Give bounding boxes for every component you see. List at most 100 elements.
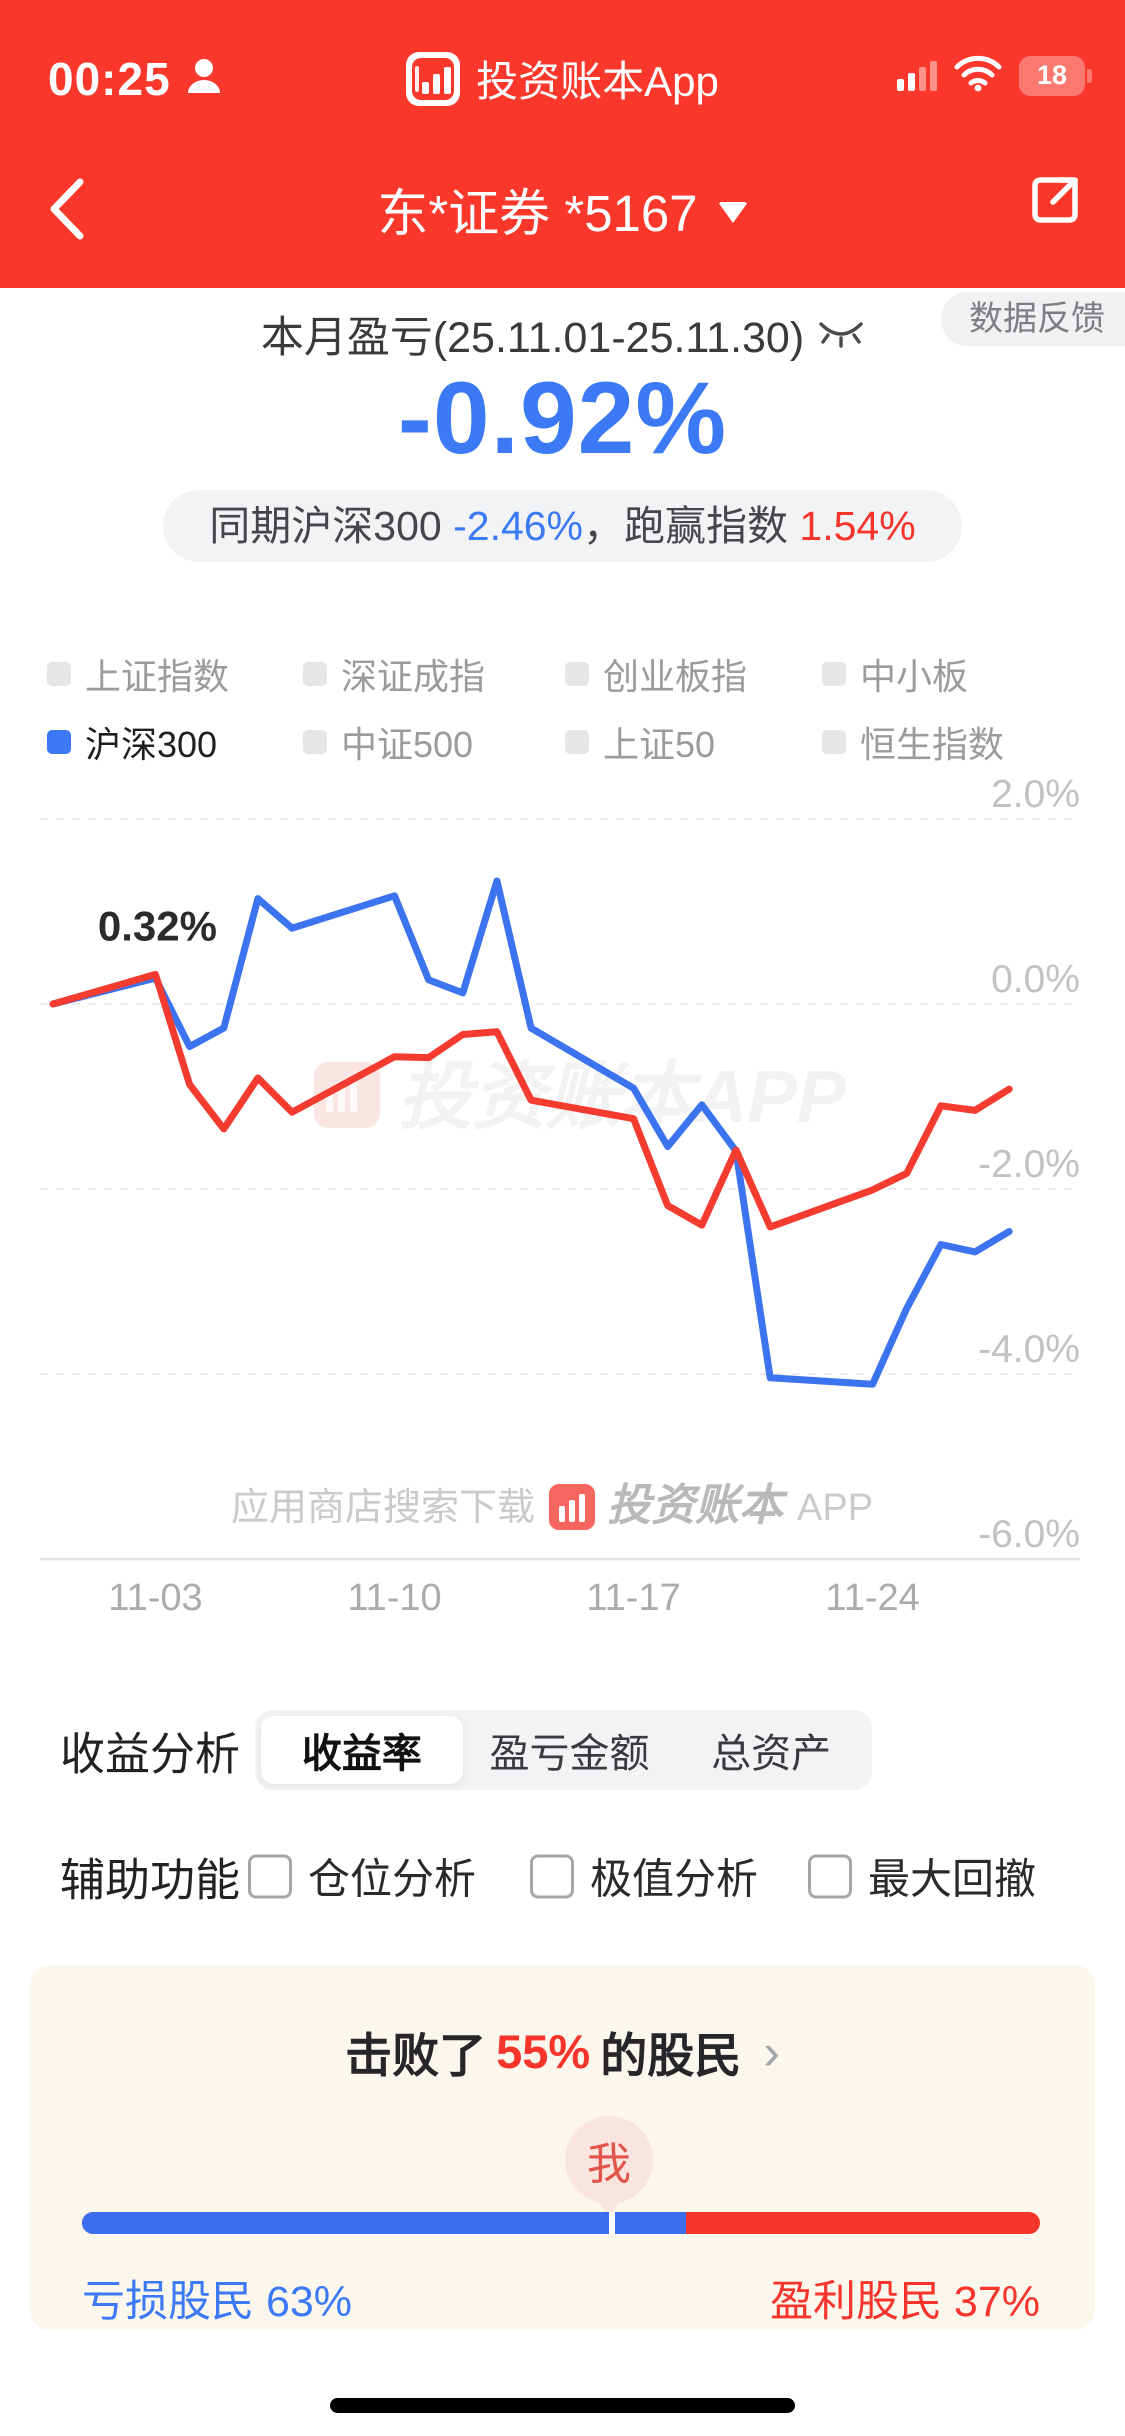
current-app-indicator[interactable]: 投资账本App (0, 48, 1125, 109)
svg-text:-6.0%: -6.0% (978, 1513, 1080, 1556)
svg-text:投资账本: 投资账本 (607, 1481, 789, 1530)
legend-item-chuangyeban[interactable]: 创业板指 (565, 648, 822, 700)
person-icon (187, 58, 221, 100)
svg-text:-2.0%: -2.0% (978, 1143, 1080, 1186)
svg-text:2.0%: 2.0% (991, 773, 1080, 816)
beat-title-suffix: 的股民 (600, 2029, 742, 2082)
legend-label: 深证成指 (341, 656, 486, 697)
my-position-bubble: 我 (564, 2116, 653, 2204)
my-position-marker: 我 (564, 2116, 653, 2220)
app-name: 投资账本App (476, 58, 719, 105)
percentile-bar: 我 (82, 2116, 1040, 2234)
period-title: 本月盈亏(25.11.01-25.11.30) (260, 314, 805, 362)
red-header-background (0, 0, 1125, 288)
svg-text:11-03: 11-03 (108, 1577, 202, 1619)
nav-bar: 东*证券 *5167 (0, 130, 1125, 288)
legend-swatch (565, 730, 589, 754)
wifi-icon (953, 54, 1003, 97)
legend-label: 上证50 (603, 724, 716, 765)
tab-profit-amount[interactable]: 盈亏金额 (489, 1732, 650, 1776)
loss-bar-segment (82, 2212, 686, 2234)
tab-total-assets[interactable]: 总资产 (711, 1732, 832, 1776)
legend-item-hengsheng[interactable]: 恒生指数 (822, 716, 1087, 768)
legend-label: 中证500 (341, 724, 474, 765)
legend-item-hushen300[interactable]: 沪深300 (47, 716, 303, 768)
loss-investors-label: 亏损股民 63% (82, 2278, 353, 2326)
checkbox-position-analysis[interactable]: 仓位分析 (248, 1846, 476, 1907)
checkbox-icon[interactable] (530, 1854, 574, 1898)
legend-label: 沪深300 (85, 724, 218, 765)
legend-swatch (565, 662, 589, 686)
svg-text:11-10: 11-10 (347, 1577, 441, 1619)
loss-win-bar (82, 2212, 1040, 2234)
aux-functions-row: 辅助功能 仓位分析 极值分析 最大回撤 (0, 1846, 1125, 1907)
checkbox-label: 极值分析 (590, 1855, 759, 1903)
beat-investors-card[interactable]: 击败了 55% 的股民 › 我 亏损股民 63% 盈利股民 37% (30, 1965, 1095, 2330)
checkbox-icon[interactable] (808, 1854, 852, 1898)
legend-item-zhongxiaoban[interactable]: 中小板 (822, 648, 1087, 700)
svg-text:11-17: 11-17 (586, 1577, 680, 1619)
tab-return-rate[interactable]: 收益率 (261, 1716, 463, 1784)
compare-prefix: 同期沪深300 (209, 503, 454, 549)
analysis-segmented-control: 收益率 盈亏金额 总资产 (255, 1710, 872, 1790)
aux-section-label: 辅助功能 (60, 1854, 241, 1906)
battery-level: 18 (1036, 60, 1068, 90)
checkbox-label: 仓位分析 (308, 1855, 477, 1903)
compare-mid: ，跑赢指数 (583, 503, 800, 549)
beat-title[interactable]: 击败了 55% 的股民 › (30, 2017, 1095, 2086)
app-logo-icon (406, 51, 461, 106)
legend-item-shangzheng50[interactable]: 上证50 (565, 716, 822, 768)
period-title-row: 本月盈亏(25.11.01-25.11.30) (0, 303, 1125, 365)
legend-label: 恒生指数 (860, 724, 1005, 765)
svg-text:0.0%: 0.0% (991, 958, 1080, 1001)
my-position-notch (608, 2212, 615, 2234)
beat-title-prefix: 击败了 (345, 2029, 487, 2082)
eye-closed-icon[interactable] (818, 310, 864, 359)
return-line-chart[interactable]: 2.0% 0.0% -2.0% -4.0% -6.0% 11-03 11-10 11-17 11… (0, 760, 1125, 1620)
legend-swatch (303, 662, 327, 686)
checkbox-max-drawdown[interactable]: 最大回撤 (808, 1846, 1036, 1907)
svg-text:11-24: 11-24 (825, 1577, 919, 1619)
account-title: 东*证券 *5167 (377, 185, 698, 242)
checkbox-label: 最大回撤 (868, 1855, 1037, 1903)
svg-text:应用商店搜索下载: 应用商店搜索下载 (231, 1487, 535, 1529)
back-button[interactable] (42, 174, 92, 244)
battery-icon: 18 (1019, 55, 1092, 96)
index-legend: 上证指数 深证成指 创业板指 中小板 沪深300 中证500 上证50 恒生指数 (47, 648, 1087, 768)
beat-percent: 55% (496, 2025, 591, 2078)
legend-item-shenzheng[interactable]: 深证成指 (303, 648, 565, 700)
svg-text:0.32%: 0.32% (98, 902, 217, 949)
benchmark-compare-pill: 同期沪深300 -2.46%，跑赢指数 1.54% (163, 490, 962, 562)
data-feedback-badge[interactable]: 数据反馈 (941, 292, 1125, 346)
legend-label: 中小板 (860, 656, 969, 697)
svg-text:投资账本APP: 投资账本APP (398, 1055, 847, 1138)
outperform-value: 1.54% (799, 503, 916, 549)
legend-swatch (47, 730, 71, 754)
checkbox-icon[interactable] (248, 1854, 292, 1898)
benchmark-return: -2.46% (453, 503, 584, 549)
legend-swatch (822, 730, 846, 754)
legend-swatch (47, 662, 71, 686)
home-indicator[interactable] (330, 2398, 795, 2413)
share-button[interactable] (1027, 172, 1083, 228)
legend-item-zhongzheng500[interactable]: 中证500 (303, 716, 565, 768)
legend-swatch (303, 730, 327, 754)
clock-time: 00:25 (48, 53, 171, 105)
status-bar: 00:25 投资账本App 18 (0, 0, 1125, 130)
account-selector[interactable]: 东*证券 *5167 (0, 130, 1125, 288)
svg-text:-4.0%: -4.0% (978, 1328, 1080, 1371)
monthly-return-value: -0.92% (397, 361, 728, 475)
checkbox-extreme-analysis[interactable]: 极值分析 (530, 1846, 758, 1907)
svg-text:APP: APP (797, 1487, 873, 1529)
win-investors-label: 盈利股民 37% (769, 2278, 1040, 2326)
legend-item-shangzheng[interactable]: 上证指数 (47, 648, 303, 700)
chevron-down-icon (717, 201, 748, 223)
legend-label: 创业板指 (603, 656, 748, 697)
analysis-section-label: 收益分析 (60, 1728, 241, 1780)
legend-label: 上证指数 (85, 656, 230, 697)
legend-swatch (822, 662, 846, 686)
cellular-signal-icon (897, 60, 937, 91)
chevron-right-icon: › (763, 2023, 780, 2080)
analysis-tabs-row: 收益分析 收益率 盈亏金额 总资产 (0, 1710, 1125, 1790)
